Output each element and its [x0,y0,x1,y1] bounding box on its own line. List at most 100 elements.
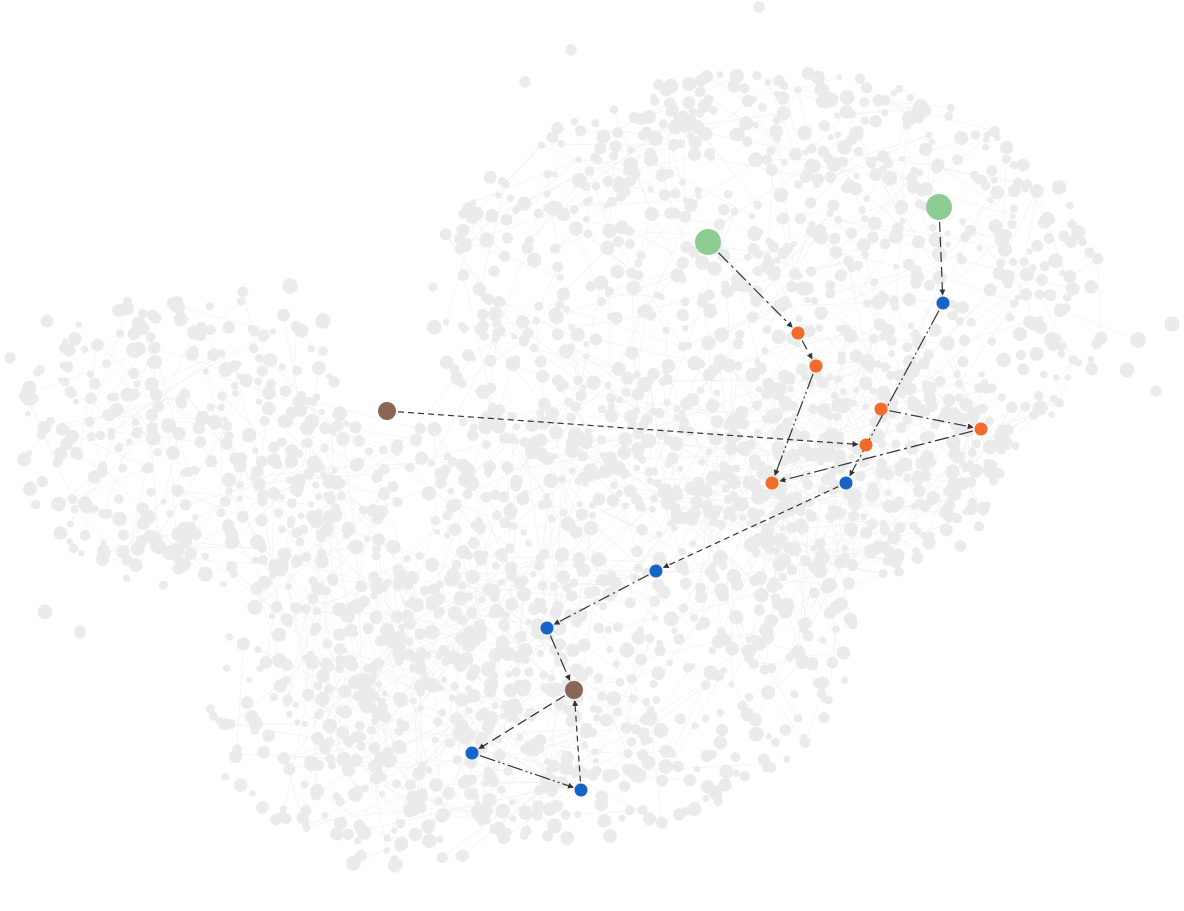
background-node [208,349,218,360]
background-node [100,539,107,546]
background-node [386,539,401,555]
background-node [220,437,233,450]
background-node [676,309,689,322]
background-node [686,132,695,140]
background-node [435,652,443,661]
background-node [391,439,403,451]
orange-node-o2[interactable] [809,359,823,373]
orange-node-o4[interactable] [859,438,873,452]
background-node [830,391,839,400]
background-node [503,766,513,776]
background-node [205,704,215,714]
background-node [869,115,882,128]
background-node [832,412,842,422]
background-node [329,475,344,490]
background-node [341,763,356,777]
background-node [110,405,118,413]
background-node [305,655,320,670]
blue-node-u6[interactable] [574,783,588,797]
orange-node-o5[interactable] [765,476,779,490]
orange-node-o3[interactable] [874,402,888,416]
background-node [954,130,969,146]
background-node [884,158,894,168]
blue-node-u1[interactable] [936,296,950,310]
background-node [270,601,283,613]
background-node [340,646,348,654]
background-node [271,627,287,643]
background-node [467,689,481,703]
background-node [540,683,549,692]
background-node [40,314,54,328]
background-node [860,512,868,521]
background-node [839,90,855,105]
background-node [649,595,661,607]
background-node [300,420,315,436]
background-node [73,398,80,405]
background-node [1091,253,1104,265]
background-node [525,540,532,547]
background-node [695,622,704,631]
blue-node-u4[interactable] [540,621,554,635]
background-node [778,572,788,582]
background-node [753,604,766,616]
blue-node-u3[interactable] [649,564,663,578]
background-node [247,599,263,615]
background-node [315,528,324,536]
background-node [217,349,226,358]
background-node [415,451,429,465]
background-node [518,805,533,820]
background-node [173,312,188,327]
background-node [243,434,251,442]
brown-node-b1[interactable] [378,402,396,420]
blue-node-u5[interactable] [465,746,479,760]
background-node [254,645,262,654]
green-node-g1[interactable] [695,229,721,255]
background-node [150,388,163,402]
background-node [530,747,540,757]
background-node [393,568,408,583]
background-node [201,552,210,561]
background-node [149,532,163,546]
background-node [447,605,463,621]
background-node [88,378,101,390]
background-node [563,306,571,313]
background-node [565,44,577,56]
background-node [541,452,555,466]
background-node [834,131,842,139]
background-node [591,748,599,756]
background-node [64,386,76,398]
path-edge-b1-o4 [397,411,859,448]
background-node [650,96,660,106]
background-node [845,227,858,239]
background-node [169,542,185,558]
background-node [772,547,781,555]
background-node [624,805,635,816]
blue-node-u2[interactable] [839,476,853,490]
background-node [101,359,111,369]
background-node [984,416,994,426]
orange-node-o6[interactable] [974,422,988,436]
background-node [148,342,160,354]
background-node [592,757,600,764]
background-node [965,476,977,488]
background-node [739,116,754,131]
background-node [663,78,679,94]
background-node [577,638,591,652]
background-node [826,209,834,218]
background-node [484,677,499,692]
background-node [824,171,837,183]
background-node [140,466,147,473]
green-node-g2[interactable] [926,194,952,220]
background-node [335,706,346,716]
background-node [776,583,784,590]
background-node [669,207,681,219]
brown-node-b2[interactable] [565,681,583,699]
background-node [791,413,799,421]
background-node [282,278,298,294]
background-node [1019,288,1033,301]
background-node [886,407,898,419]
orange-node-o1[interactable] [791,326,805,340]
background-node [990,185,1005,200]
background-node [545,785,558,797]
background-node [733,361,743,371]
